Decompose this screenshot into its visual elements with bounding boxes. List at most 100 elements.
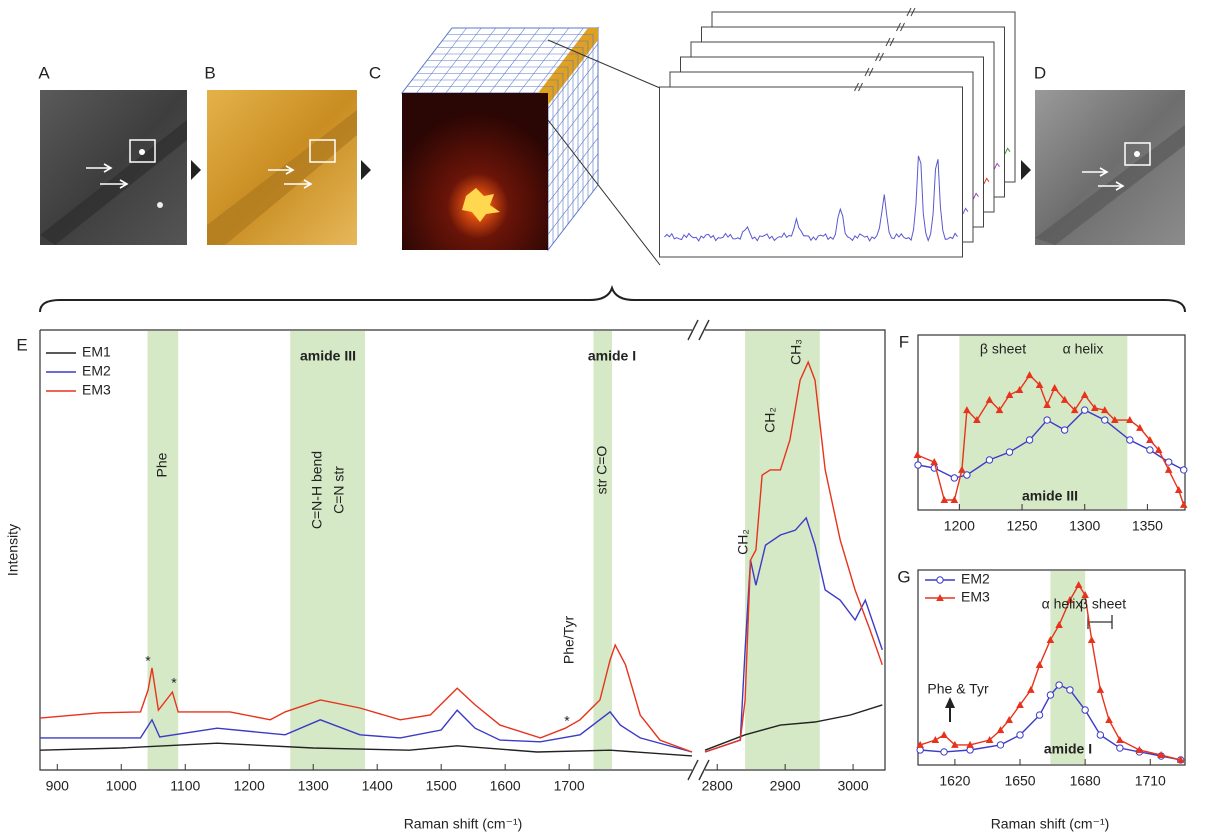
series-line [39, 643, 693, 753]
annotation: * [145, 653, 151, 669]
data-point [985, 456, 994, 464]
x-tick-label: 900 [46, 778, 70, 794]
data-point [1060, 426, 1069, 434]
data-point [1176, 755, 1185, 763]
data-point [1100, 406, 1109, 414]
data-point [1087, 636, 1096, 644]
annotation: CH₃ [788, 339, 804, 365]
annotation: Phe [154, 452, 170, 477]
series-line [40, 709, 693, 753]
data-point [1066, 686, 1074, 694]
x-tick-label: 1250 [1006, 518, 1037, 534]
data-point [951, 740, 959, 748]
x-tick-label: 2900 [770, 778, 801, 794]
x-tick-label: 3000 [837, 778, 868, 794]
x-tick-label: 2800 [702, 778, 733, 794]
annotation: amide III [1022, 488, 1078, 504]
data-point [1154, 445, 1163, 453]
legend-marker [936, 576, 944, 584]
x-tick-label: 1400 [362, 778, 393, 794]
data-point [1060, 395, 1069, 403]
annotation: amide I [1044, 741, 1092, 757]
data-point [1180, 466, 1188, 474]
axis-break [687, 319, 710, 781]
frame-break [864, 67, 874, 77]
flow-arrows [191, 160, 1031, 180]
data-point [973, 416, 981, 424]
data-point [1015, 385, 1024, 393]
annotation: β sheet [980, 341, 1026, 357]
annotation: C=N-H bend [309, 451, 325, 529]
image-a [40, 90, 187, 245]
panel-label: G [897, 567, 910, 586]
data-point [1105, 715, 1113, 723]
x-tick-label: 1200 [234, 778, 265, 794]
x-tick-label: 1650 [1004, 773, 1035, 789]
spectrum-frame [659, 86, 963, 258]
data-point [1046, 691, 1055, 699]
annotation: amide III [300, 348, 356, 364]
data-point [914, 461, 922, 469]
x-axis-label: Raman shift (cm⁻¹) [404, 816, 523, 832]
cube-grid [489, 27, 540, 94]
data-point [1136, 423, 1144, 431]
highlight-band [147, 331, 179, 769]
data-point [1126, 416, 1134, 424]
panel-label: F [899, 332, 909, 351]
x-tick-label: 1710 [1135, 773, 1166, 789]
annotation: Phe/Tyr [561, 616, 577, 665]
series-line [704, 360, 883, 753]
data-point [916, 740, 924, 748]
highlight-band [290, 331, 366, 769]
legend-label: EM3 [961, 589, 990, 605]
data-point [1081, 590, 1089, 598]
y-axis-label: Intensity [5, 524, 21, 576]
data-point [940, 730, 948, 738]
panel-label: E [16, 335, 27, 354]
cube-grid [547, 122, 599, 188]
annotation: Phe & Tyr [927, 681, 989, 697]
cube-grid [547, 153, 599, 219]
data-point [1116, 736, 1124, 744]
frame-break [896, 22, 905, 32]
data-point [930, 458, 939, 466]
data-point [1116, 744, 1124, 752]
x-tick-label: 1000 [106, 778, 137, 794]
legend-label: EM2 [961, 571, 990, 587]
data-point [1055, 681, 1063, 689]
annotation: CH₂ [762, 407, 778, 433]
frame-break [854, 82, 863, 92]
data-point [1055, 620, 1063, 628]
annotation: β sheet [1080, 596, 1126, 612]
series-line [704, 704, 883, 751]
data-point [1111, 416, 1119, 424]
data-point [940, 748, 948, 756]
data-point [1146, 436, 1154, 443]
cube-grid [547, 106, 599, 172]
x-axis-label: Raman shift (cm⁻¹) [991, 816, 1110, 832]
data-point [1179, 500, 1188, 508]
data-point [1101, 416, 1109, 424]
x-tick-label: 1350 [1132, 518, 1163, 534]
data-point [950, 474, 959, 482]
data-point [1164, 465, 1173, 473]
annotation: α helix [1063, 341, 1104, 357]
x-tick-label: 1500 [426, 778, 457, 794]
data-point [1046, 636, 1055, 644]
series-line [917, 374, 1185, 506]
data-point [1016, 731, 1024, 739]
panel-label: A [38, 63, 50, 82]
data-point [1005, 391, 1014, 399]
data-point [1025, 436, 1034, 444]
charts: 900 1000 1100 1200 1300 1400 1500 1600 1700 amide… [5, 331, 1188, 832]
legend-marker [936, 594, 944, 601]
annotation: * [564, 713, 570, 729]
annotation: CH₂ [735, 529, 751, 555]
image-d [1035, 90, 1185, 245]
data-point [985, 736, 994, 744]
x-tick-label: 1600 [490, 778, 521, 794]
data-point [1146, 446, 1154, 454]
x-tick-label: 1700 [554, 778, 585, 794]
